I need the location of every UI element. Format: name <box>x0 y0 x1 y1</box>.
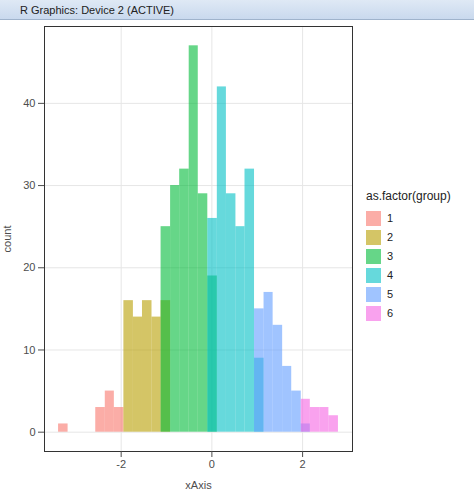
html-text:4: 4 <box>387 269 394 281</box>
html-text:R Graphics: Device 2 (ACTIVE): R Graphics: Device 2 (ACTIVE) <box>20 4 174 16</box>
html-text:as.factor(group): as.factor(group) <box>366 188 451 203</box>
svg-text:0: 0 <box>209 458 215 470</box>
html-text:1: 1 <box>387 212 394 224</box>
svg-text:40: 40 <box>23 97 35 109</box>
svg-text:20: 20 <box>23 261 35 273</box>
html-text:5: 5 <box>387 288 394 300</box>
html-text:2: 2 <box>387 231 394 243</box>
html-text:6: 6 <box>387 307 394 319</box>
svg-text:xAxis: xAxis <box>185 479 212 491</box>
svg-text:0: 0 <box>29 426 35 438</box>
svg-text:count: count <box>1 226 13 253</box>
html-text:3: 3 <box>387 250 394 262</box>
svg-text:10: 10 <box>23 343 35 355</box>
svg-text:2: 2 <box>300 458 306 470</box>
svg-text:30: 30 <box>23 179 35 191</box>
svg-text:-2: -2 <box>116 458 126 470</box>
